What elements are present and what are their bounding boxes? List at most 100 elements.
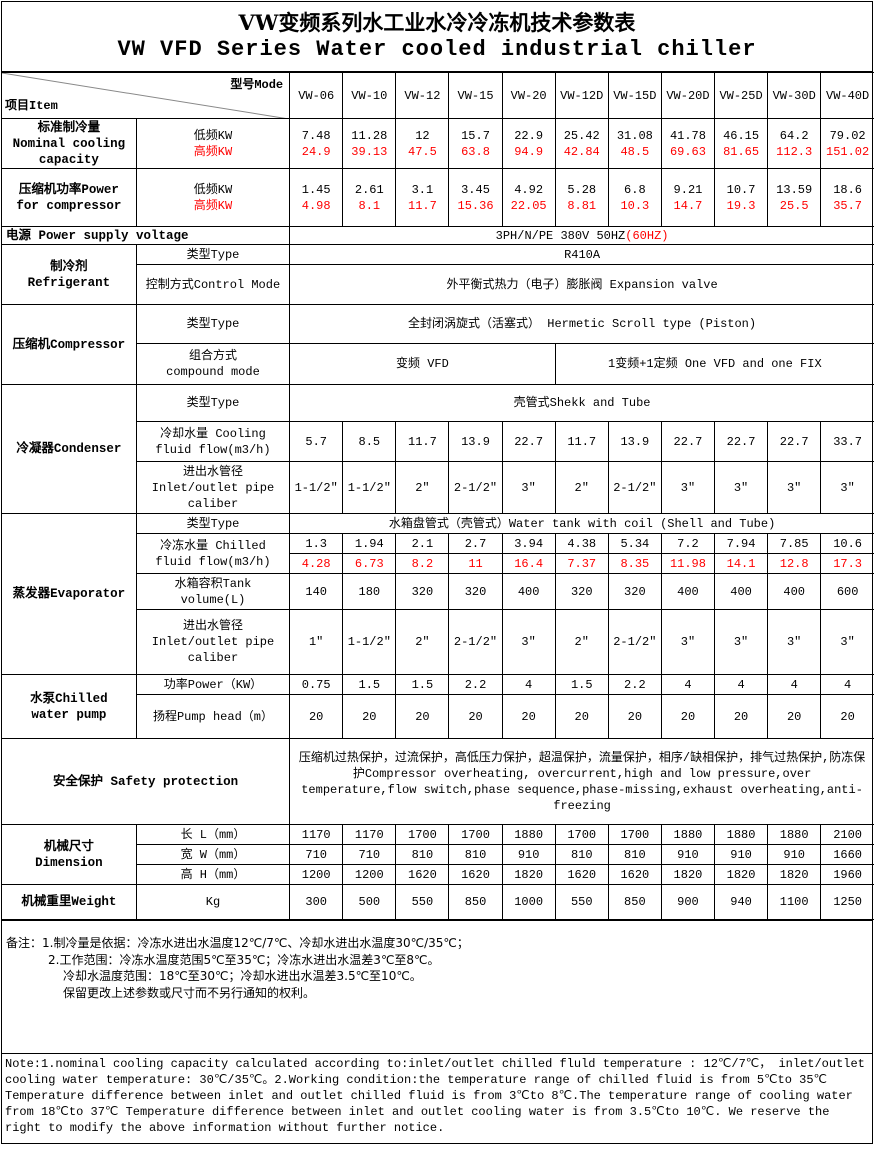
supply-label-text: 电源 Power supply voltage bbox=[6, 228, 189, 243]
value-cell-text: 1700 bbox=[620, 827, 650, 842]
note-cn-line: 备注：1.制冷量是依据：冷冻水进出水温度12℃/7℃、冷却水进出水温度30℃/3… bbox=[6, 936, 469, 950]
value-cell-text: 1620 bbox=[461, 867, 490, 882]
value-cell-text: 1170 bbox=[301, 827, 331, 842]
value-cell: 20 bbox=[660, 694, 716, 739]
condenser-label-text: 冷凝器Condenser bbox=[16, 442, 122, 456]
value-cell: 1880 bbox=[714, 824, 769, 845]
value-cell-text: 8.2 bbox=[411, 556, 434, 571]
value-cell: 20 bbox=[554, 694, 609, 739]
value-cell: 1620 bbox=[395, 864, 450, 885]
value-cell-text: 20 bbox=[627, 709, 643, 724]
value-cell-text: 22.7 bbox=[673, 434, 703, 449]
dimension-label: 机械尺寸 Dimension bbox=[2, 824, 137, 885]
value-cell: 1880 bbox=[767, 824, 822, 845]
value-cell-text: 8.35 bbox=[620, 556, 650, 571]
value-cell-text: 600 bbox=[836, 584, 859, 599]
value-cell: 12.8 bbox=[767, 553, 822, 574]
model-header-text: VW-15D bbox=[613, 88, 657, 103]
value-cell-low: 41.78 bbox=[669, 128, 706, 143]
value-cell-text: 850 bbox=[464, 895, 487, 909]
power-freq-labels: 低频KW 高频KW bbox=[135, 168, 291, 227]
value-cell: 5.7 bbox=[289, 421, 344, 462]
value-cell: 11.7 bbox=[395, 421, 450, 462]
pipe-label-text: 进出水管径 Inlet/outlet pipe caliber bbox=[151, 464, 275, 511]
value-cell: 940 bbox=[714, 884, 769, 920]
weight-unit: Kg bbox=[135, 884, 291, 920]
title-block: VW变频系列水工业水冷冷冻机技术参数表 VW VFD Series Water … bbox=[2, 2, 872, 72]
value-cell: 810 bbox=[448, 844, 503, 865]
model-header: VW-25D bbox=[714, 72, 769, 119]
value-cell: 1820 bbox=[767, 864, 822, 885]
value-cell-text: 3″ bbox=[786, 635, 802, 649]
supply-value-text: 3PH/N/PE 380V 50HZ bbox=[495, 228, 626, 243]
value-cell: 400 bbox=[660, 573, 716, 610]
note-cn-line: 冷却水温度范围：18℃至30℃；冷却水进出水温差3.5℃至10℃。 bbox=[63, 969, 422, 983]
value-cell-text: 4 bbox=[525, 677, 533, 692]
value-cell: 31.08 48.5 bbox=[607, 118, 662, 169]
dimension-label-text: 机械尺寸 Dimension bbox=[35, 839, 103, 870]
value-cell-text: 3″ bbox=[680, 480, 696, 495]
evaporator-type: 水箱盘管式（壳管式）Water tank with coil (Shell an… bbox=[289, 513, 874, 534]
pipe-label: 进出水管径 Inlet/outlet pipe caliber bbox=[136, 461, 291, 514]
value-cell-low: 9.21 bbox=[673, 182, 703, 197]
value-cell: 1-1/2″ bbox=[342, 609, 397, 675]
value-cell: 400 bbox=[714, 573, 769, 610]
value-cell: 20 bbox=[448, 694, 503, 739]
pipe-label-text: 进出水管径 Inlet/outlet pipe caliber bbox=[151, 619, 275, 665]
value-cell-text: 3″ bbox=[521, 480, 536, 495]
value-cell-high: 94.9 bbox=[514, 144, 544, 159]
value-cell: 1700 bbox=[395, 824, 450, 845]
value-cell: 7.94 bbox=[714, 533, 769, 554]
model-header: VW-06 bbox=[289, 72, 344, 119]
cooling-label: 标准制冷量 Nominal cooling capacity bbox=[2, 118, 137, 169]
value-cell: 2″ bbox=[554, 461, 609, 514]
value-cell-text: 20 bbox=[415, 709, 430, 724]
value-cell-text: 2″ bbox=[415, 635, 430, 649]
pump-head-label: 扬程Pump head（m） bbox=[136, 694, 291, 739]
value-cell-low: 25.42 bbox=[563, 128, 600, 143]
value-cell-text: 7.37 bbox=[567, 556, 597, 571]
value-cell-text: 850 bbox=[624, 895, 646, 909]
value-cell: 1200 bbox=[289, 864, 344, 885]
value-cell: 17.3 bbox=[820, 553, 874, 574]
value-cell: 710 bbox=[289, 844, 344, 865]
model-header: VW-40D bbox=[820, 72, 874, 119]
value-cell-low: 18.6 bbox=[833, 182, 863, 197]
length-label: 长 L（mm） bbox=[135, 824, 291, 845]
type-label-text: 类型Type bbox=[186, 317, 240, 331]
safety-label-text: 安全保护 Safety protection bbox=[53, 774, 239, 789]
value-cell: 400 bbox=[767, 573, 822, 610]
value-cell-high: 81.65 bbox=[723, 144, 760, 159]
value-cell-text: 300 bbox=[305, 895, 327, 909]
value-cell: 2″ bbox=[395, 461, 450, 514]
value-cell: 850 bbox=[607, 884, 662, 920]
model-header: VW-15 bbox=[448, 72, 503, 119]
value-cell: 2.2 bbox=[448, 674, 503, 695]
value-cell-low: 4.92 bbox=[514, 182, 544, 197]
value-cell-text: 2100 bbox=[833, 827, 863, 842]
value-cell: 11.7 bbox=[554, 421, 609, 462]
value-cell: 3.45 15.36 bbox=[448, 168, 503, 227]
refrigerant-label-text: 制冷剂 Refrigerant bbox=[27, 259, 111, 290]
value-cell: 180 bbox=[342, 573, 397, 610]
value-cell: 7.48 24.9 bbox=[289, 118, 344, 169]
cooling-freq-labels-low: 低频KW bbox=[193, 128, 233, 143]
value-cell-text: 20 bbox=[308, 709, 324, 724]
value-cell-low: 64.2 bbox=[779, 128, 809, 143]
value-cell-text: 1170 bbox=[354, 827, 384, 842]
value-cell-text: 1820 bbox=[673, 867, 703, 882]
value-cell-text: 3″ bbox=[786, 480, 802, 495]
value-cell: 8.2 bbox=[395, 553, 450, 574]
compound-label: 组合方式 compound mode bbox=[136, 343, 291, 385]
value-cell: 64.2 112.3 bbox=[767, 118, 822, 169]
value-cell-text: 400 bbox=[783, 584, 805, 599]
value-cell-text: 1820 bbox=[514, 867, 544, 882]
value-cell-text: 4 bbox=[844, 677, 852, 692]
value-cell-high: 35.7 bbox=[833, 198, 863, 213]
value-cell: 1620 bbox=[554, 864, 609, 885]
value-cell: 1000 bbox=[501, 884, 556, 920]
value-cell-text: 20 bbox=[680, 709, 696, 724]
value-cell: 5.34 bbox=[607, 533, 662, 554]
compound-vfd: 变频 VFD bbox=[289, 343, 556, 385]
value-cell-text: 1820 bbox=[779, 867, 809, 882]
